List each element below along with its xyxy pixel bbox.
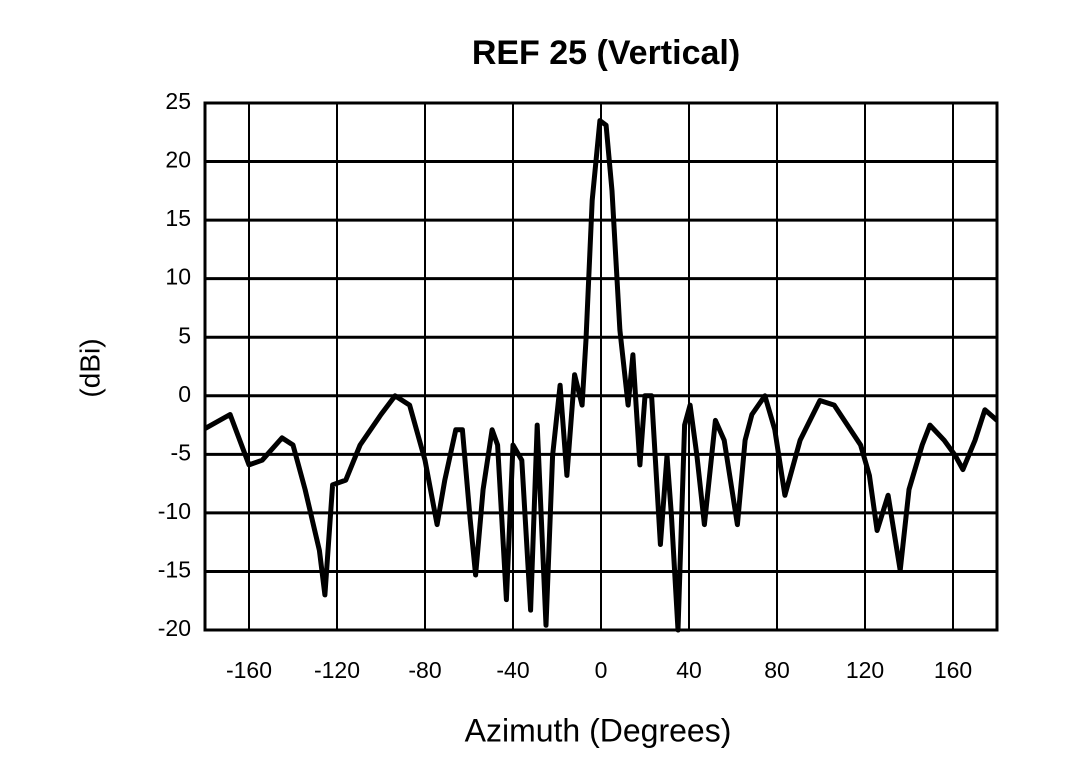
y-tick-label: -20 (158, 615, 191, 641)
y-tick-label: -15 (158, 557, 191, 583)
y-tick-label: 10 (165, 264, 191, 290)
plot-frame (203, 101, 999, 632)
x-tick-label: -160 (226, 657, 272, 683)
x-axis-label: Azimuth (Degrees) (465, 712, 732, 748)
y-tick-label: 5 (178, 322, 191, 348)
y-tick-label: 15 (165, 205, 191, 231)
x-tick-label: 80 (764, 657, 790, 683)
chart-title: REF 25 (Vertical) (472, 34, 740, 72)
y-tick-label: 0 (178, 381, 191, 407)
data-line (203, 118, 999, 633)
y-tick-label: 20 (165, 147, 191, 173)
x-tick-label: 160 (934, 657, 972, 683)
y-tick-label: -5 (171, 439, 191, 465)
x-tick-label: -80 (408, 657, 441, 683)
x-tick-label: 120 (846, 657, 884, 683)
x-tick-label: 40 (676, 657, 702, 683)
y-tick-label: -10 (158, 498, 191, 524)
y-axis-label: (dBi) (74, 338, 105, 397)
y-tick-label: 25 (165, 88, 191, 114)
x-tick-label: 0 (595, 657, 608, 683)
x-tick-label: -40 (496, 657, 529, 683)
x-tick-label: -120 (314, 657, 360, 683)
